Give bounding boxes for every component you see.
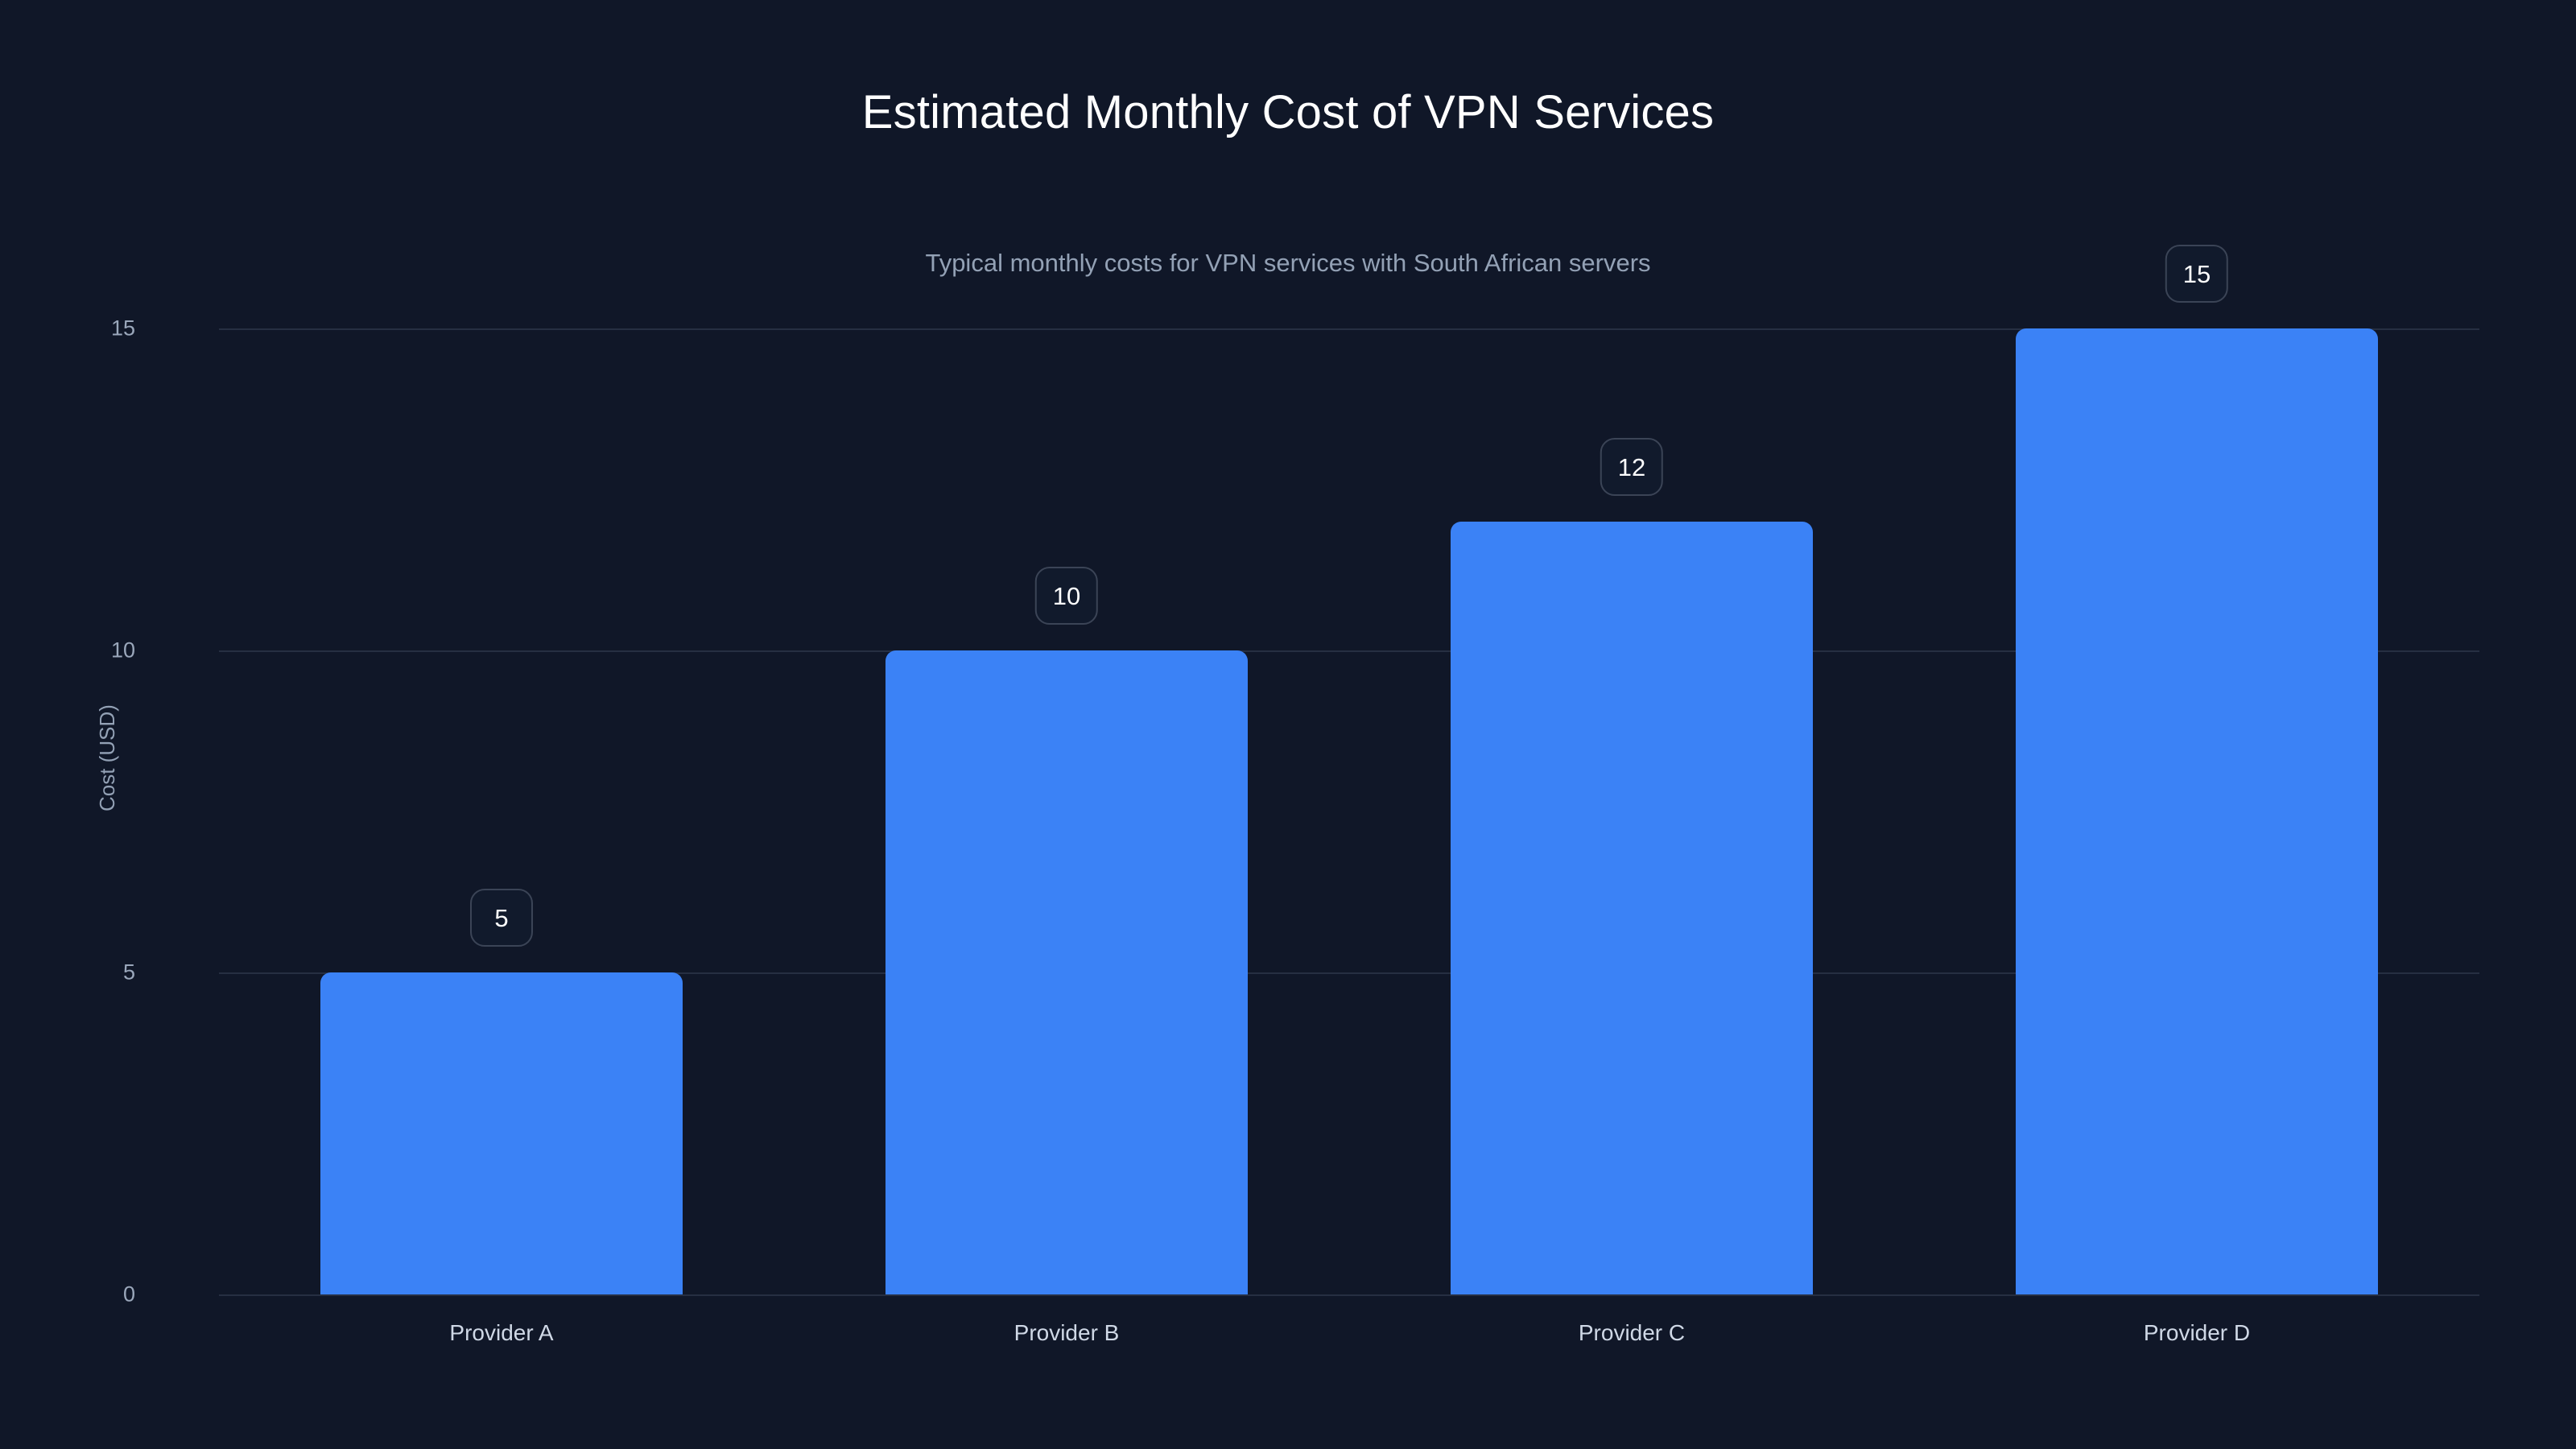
bar[interactable] <box>320 972 683 1294</box>
x-axis-tick-label: Provider A <box>449 1320 554 1345</box>
x-axis-tick-label: Provider B <box>1013 1320 1120 1345</box>
chart-title: Estimated Monthly Cost of VPN Services <box>861 86 1715 138</box>
bar-value-label: 5 <box>470 889 533 947</box>
bar-value-label: 15 <box>2165 245 2229 303</box>
bar-group: 15 <box>2016 245 2378 1294</box>
bar-group: 5 <box>320 328 683 1294</box>
y-axis-tick-label: 5 <box>122 960 135 985</box>
y-axis-tick-label: 15 <box>110 316 135 341</box>
x-axis-line <box>219 1294 2479 1296</box>
bar-group: 12 <box>1451 328 1813 1294</box>
chart-subtitle: Typical monthly costs for VPN services w… <box>925 249 1651 277</box>
y-axis-tick-label: 0 <box>122 1282 135 1307</box>
bar-group: 10 <box>886 328 1248 1294</box>
gridline <box>219 972 2479 974</box>
bar[interactable] <box>1451 522 1813 1294</box>
bar[interactable] <box>2016 328 2378 1294</box>
gridline <box>219 328 2479 330</box>
x-axis-tick-label: Provider C <box>1578 1320 1686 1345</box>
y-axis-title: Cost (USD) <box>95 704 119 811</box>
plot-area: 5 10 12 15 <box>219 245 2479 1296</box>
bar-value-label: 12 <box>1600 438 1664 496</box>
bar[interactable] <box>886 650 1248 1294</box>
y-axis-tick-label: 10 <box>110 638 135 663</box>
gridline <box>219 650 2479 652</box>
bar-value-label: 10 <box>1034 567 1099 625</box>
x-axis-tick-label: Provider D <box>2143 1320 2251 1345</box>
